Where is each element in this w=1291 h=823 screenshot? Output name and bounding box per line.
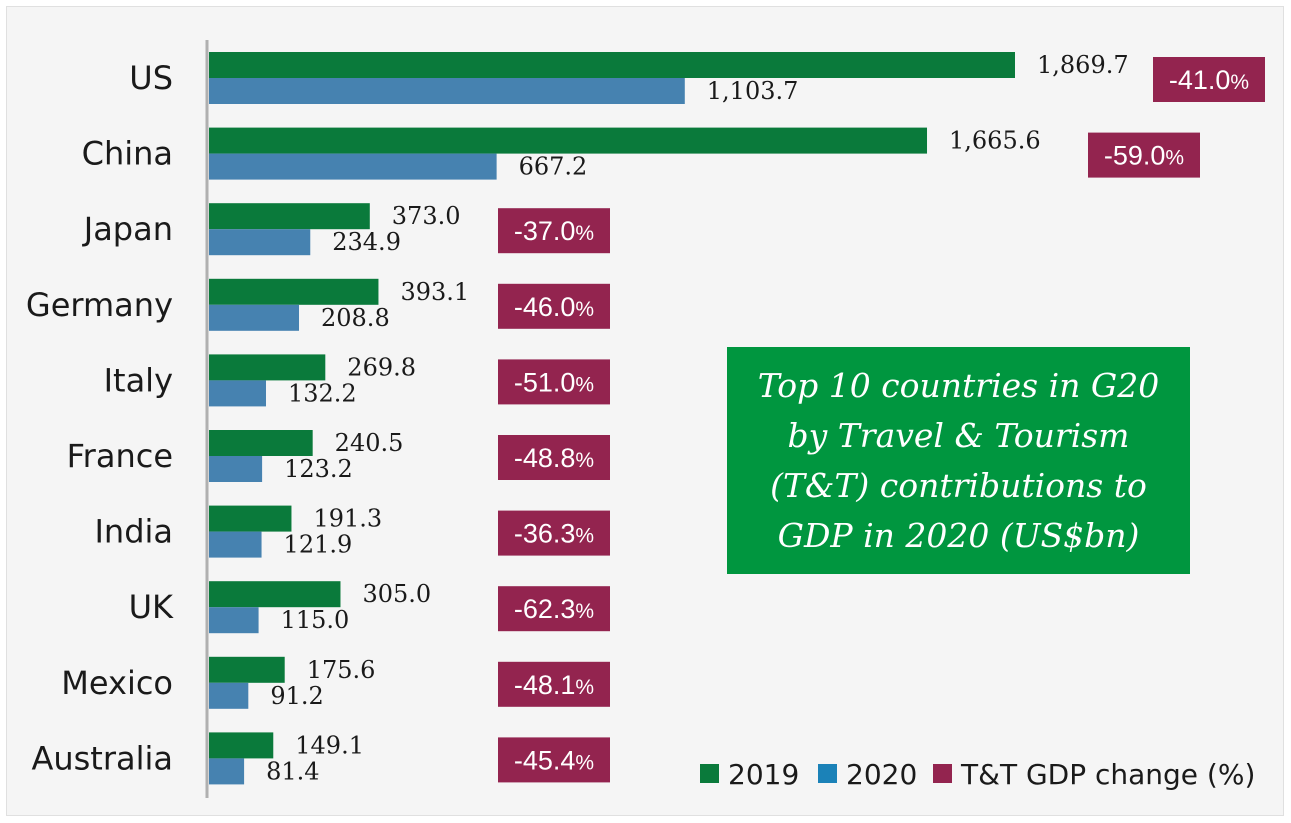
value-label-2020: 208.8 — [321, 304, 390, 332]
change-badge — [498, 359, 610, 405]
category-label: France — [67, 437, 173, 475]
bar-2020 — [209, 380, 266, 407]
category-label: Italy — [104, 361, 173, 399]
change-label: -48.8% — [514, 443, 594, 473]
bar-2019 — [209, 581, 341, 608]
change-badge — [498, 586, 610, 632]
change-badge — [498, 283, 610, 329]
change-label: -48.1% — [514, 670, 594, 700]
bar-2020 — [209, 456, 263, 482]
change-badge — [498, 510, 610, 556]
bar-2020 — [209, 758, 245, 785]
bar-2019 — [209, 127, 928, 154]
legend-label: 2020 — [846, 758, 917, 791]
value-label-2019: 1,665.6 — [949, 127, 1041, 155]
change-badge — [498, 435, 610, 480]
bar-2020 — [209, 531, 262, 558]
value-label-2019: 373.0 — [392, 202, 461, 230]
change-label: -51.0% — [514, 367, 594, 397]
change-label: -59.0% — [1104, 141, 1184, 171]
category-label: Mexico — [61, 664, 173, 702]
value-label-2020: 81.4 — [266, 757, 319, 785]
category-label: Germany — [26, 286, 173, 324]
value-label-2020: 132.2 — [288, 379, 357, 407]
value-label-2019: 149.1 — [295, 731, 364, 759]
bar-2019 — [209, 354, 326, 381]
bar-2019 — [209, 505, 292, 532]
bar-2020 — [209, 78, 685, 104]
category-label: China — [82, 135, 173, 173]
value-label-2020: 115.0 — [281, 606, 350, 634]
bar-2019 — [209, 52, 1015, 78]
value-label-2019: 191.3 — [313, 505, 382, 533]
change-badge — [498, 661, 610, 707]
category-label: UK — [129, 588, 174, 626]
value-label-2019: 269.8 — [347, 353, 416, 381]
value-label-2020: 234.9 — [332, 228, 401, 256]
bar-2019 — [209, 203, 370, 230]
change-badge — [1153, 57, 1265, 102]
category-label: US — [129, 59, 173, 97]
legend-swatch — [700, 764, 719, 783]
legend-label: T&T GDP change (%) — [960, 758, 1255, 791]
category-label: Australia — [31, 739, 173, 777]
value-label-2020: 121.9 — [284, 531, 353, 559]
value-label-2019: 1,869.7 — [1037, 51, 1129, 79]
value-label-2020: 1,103.7 — [707, 77, 799, 105]
bar-2019 — [209, 732, 274, 759]
bar-2020 — [209, 682, 249, 709]
category-label: India — [94, 513, 173, 551]
change-label: -37.0% — [514, 216, 594, 246]
chart-title: Top 10 countries in G20 by Travel & Tour… — [757, 365, 1160, 555]
bar-2020 — [209, 607, 259, 634]
bar-2020 — [209, 153, 497, 180]
value-label-2019: 175.6 — [307, 656, 376, 684]
change-label: -36.3% — [514, 519, 594, 549]
change-label: -46.0% — [514, 292, 594, 322]
chart-title-box: Top 10 countries in G20 by Travel & Tour… — [727, 347, 1190, 574]
change-badge — [1088, 132, 1200, 178]
change-label: -45.4% — [514, 745, 594, 775]
value-label-2020: 667.2 — [519, 153, 588, 181]
category-label: Japan — [82, 210, 173, 248]
value-label-2020: 123.2 — [284, 455, 353, 483]
bar-2019 — [209, 430, 313, 456]
legend-swatch — [818, 764, 837, 783]
bar-2019 — [209, 656, 285, 683]
legend-swatch — [933, 764, 952, 783]
change-label: -62.3% — [514, 594, 594, 624]
bar-2019 — [209, 278, 379, 305]
value-label-2019: 393.1 — [400, 278, 469, 306]
bar-2020 — [209, 304, 300, 331]
value-label-2019: 240.5 — [335, 429, 404, 457]
bar-2020 — [209, 229, 311, 256]
value-label-2020: 91.2 — [270, 682, 323, 710]
value-label-2019: 305.0 — [362, 580, 431, 608]
change-badge — [498, 737, 610, 783]
change-badge — [498, 208, 610, 254]
legend-label: 2019 — [728, 758, 799, 791]
change-label: -41.0% — [1169, 65, 1249, 95]
